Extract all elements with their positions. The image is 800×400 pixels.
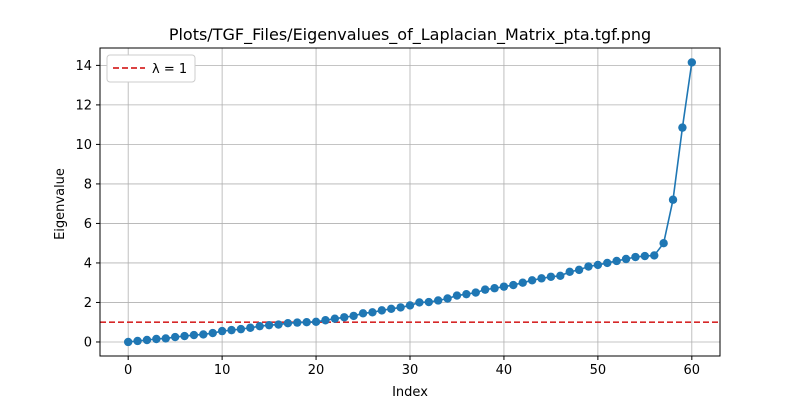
data-point [387,304,396,313]
y-axis-label: Eigenvalue [53,168,68,240]
data-point [236,324,246,334]
data-point [518,278,527,287]
data-point [584,262,593,271]
chart-title: Plots/TGF_Files/Eigenvalues_of_Laplacian… [169,25,651,45]
data-point [603,258,612,268]
data-point [433,296,443,305]
data-point [462,289,471,299]
legend: λ = 1 [106,54,196,83]
data-point [274,320,283,329]
data-point [330,314,340,323]
data-point [311,317,321,327]
x-tick-label: 0 [124,363,132,378]
ticks-layer: 0 10 20 30 40 50 60 0 2 4 6 8 10 12 14 [75,59,700,378]
data-point [612,256,621,266]
data-point [565,267,574,277]
data-point [199,330,208,339]
data-point [293,318,302,327]
data-point [161,334,170,343]
data-point [424,297,433,307]
data-point [687,58,697,67]
data-point [217,326,227,336]
data-point [556,271,565,280]
y-tick-label: 0 [84,335,92,350]
data-point [640,251,650,261]
data-point [546,272,556,281]
data-point [377,306,387,315]
data-point [405,301,415,310]
data-point [471,288,480,297]
data-point [283,319,293,328]
data-point [255,321,264,331]
data-point [452,291,462,300]
x-tick-label: 40 [496,363,513,378]
data-point [368,308,377,317]
data-point [631,252,640,262]
y-tick-label: 14 [75,59,92,74]
data-point [490,284,499,293]
data-point [509,280,518,290]
data-point [180,331,189,341]
data-point [208,328,217,338]
x-tick-label: 10 [214,363,231,378]
data-point [650,251,659,260]
data-point [415,298,424,307]
data-point [152,334,161,344]
y-tick-label: 10 [75,138,92,153]
x-axis-label: Index [392,385,428,400]
data-point [480,285,490,294]
data-point [659,238,668,248]
data-point [321,316,330,325]
y-tick-label: 12 [75,98,92,113]
data-point [142,335,152,345]
data-point [396,303,405,312]
data-point [527,276,537,285]
y-tick-label: 6 [84,217,92,232]
data-point [621,254,631,264]
data-point [246,323,255,332]
data-point [227,325,236,335]
data-point [593,260,603,270]
data-point [349,311,358,321]
data-point [358,309,368,318]
data-point [678,123,687,132]
data-point [499,282,509,291]
data-point [189,330,199,340]
y-tick-label: 4 [84,256,92,271]
data-point [340,313,349,322]
data-point [133,336,142,346]
data-point [574,265,584,275]
x-tick-label: 30 [402,363,419,378]
x-tick-label: 50 [590,363,607,378]
data-point [264,320,274,330]
data-point [170,332,180,342]
data-point [668,195,678,204]
y-tick-label: 8 [84,177,92,192]
x-tick-label: 60 [684,363,701,378]
data-point [302,318,311,327]
data-point [443,294,452,303]
legend-box [106,54,196,83]
legend-label: λ = 1 [152,62,187,77]
series-layer [123,58,697,347]
y-tick-label: 2 [84,296,92,311]
data-point [537,274,546,283]
data-point [123,337,133,347]
x-tick-label: 20 [308,363,325,378]
